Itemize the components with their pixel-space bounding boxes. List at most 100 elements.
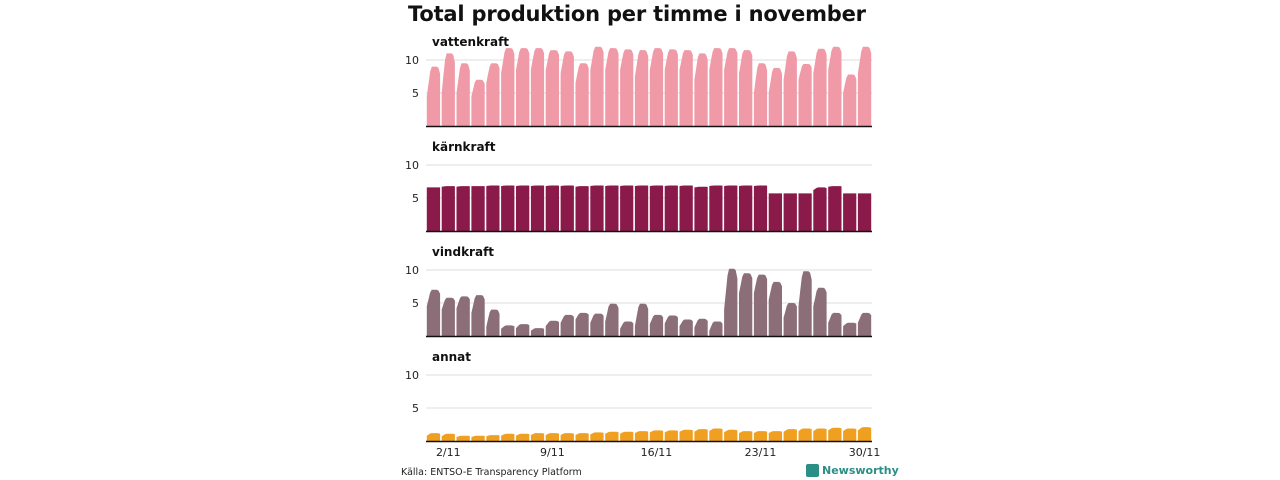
y-tick-label: 5 bbox=[412, 402, 419, 415]
vindkraft-day-27-area bbox=[813, 287, 827, 336]
chart-panels: 5 10 vattenkraft 5 10 kärnkraft 5 10 vindkraft 5 1… bbox=[405, 35, 872, 443]
vindkraft-day-14-area bbox=[620, 321, 634, 336]
kärnkraft-day-10-area bbox=[560, 185, 574, 231]
vattenkraft-day-17-area bbox=[664, 49, 678, 126]
annat-day-12-area bbox=[590, 432, 604, 441]
vattenkraft-day-26-area bbox=[798, 64, 812, 126]
panel-vattenkraft: 5 10 vattenkraft bbox=[405, 35, 872, 128]
vindkraft-day-22-area bbox=[739, 273, 753, 336]
vattenkraft-day-20-area bbox=[709, 48, 723, 126]
kärnkraft-day-11-area bbox=[575, 186, 589, 231]
annat-day-1-area bbox=[426, 433, 441, 441]
vindkraft-day-25-area bbox=[783, 303, 797, 336]
vattenkraft-day-6-area bbox=[501, 48, 515, 126]
annat-day-25-area bbox=[783, 429, 797, 441]
kärnkraft-day-4-area bbox=[471, 186, 485, 231]
panel-kärnkraft: 5 10 kärnkraft bbox=[405, 140, 872, 233]
vindkraft-day-6-area bbox=[501, 325, 515, 336]
vindkraft-day-10-area bbox=[560, 314, 574, 336]
annat-day-7-area bbox=[516, 433, 530, 441]
brand[interactable]: Newsworthy bbox=[806, 464, 899, 477]
annat-day-8-area bbox=[530, 433, 545, 441]
vindkraft-day-12-area bbox=[590, 313, 604, 336]
vattenkraft-day-13-area bbox=[605, 48, 619, 126]
panel-label-kärnkraft: kärnkraft bbox=[432, 140, 496, 154]
annat-day-24-area bbox=[768, 431, 782, 441]
vindkraft-day-30-area bbox=[857, 312, 872, 336]
annat-day-22-area bbox=[739, 431, 753, 441]
kärnkraft-day-8-area bbox=[530, 185, 545, 231]
vindkraft-day-1-area bbox=[426, 289, 441, 336]
vindkraft-day-17-area bbox=[664, 315, 678, 336]
vindkraft-day-4-area bbox=[471, 295, 485, 336]
annat-day-21-area bbox=[724, 429, 738, 441]
kärnkraft-day-16-area bbox=[649, 185, 664, 231]
annat-day-9-area bbox=[545, 433, 559, 441]
vattenkraft-day-1-area bbox=[426, 66, 441, 126]
kärnkraft-day-25-area bbox=[783, 193, 797, 231]
annat-day-10-area bbox=[560, 433, 574, 441]
vattenkraft-day-29-area bbox=[843, 74, 857, 126]
annat-day-28-area bbox=[828, 427, 842, 441]
annat-day-13-area bbox=[605, 431, 619, 441]
annat-day-26-area bbox=[798, 428, 812, 441]
vattenkraft-day-30-area bbox=[857, 46, 872, 126]
vindkraft-day-20-area bbox=[709, 321, 723, 336]
vattenkraft-day-22-area bbox=[739, 50, 753, 126]
kärnkraft-day-14-area bbox=[620, 185, 634, 231]
vattenkraft-day-3-area bbox=[456, 63, 470, 126]
vattenkraft-day-24-area bbox=[768, 67, 782, 126]
vindkraft-day-11-area bbox=[575, 312, 589, 336]
vattenkraft-day-14-area bbox=[620, 49, 634, 126]
vindkraft-day-15-area bbox=[634, 303, 649, 336]
annat-day-30-area bbox=[857, 427, 872, 441]
annat-day-23-area bbox=[753, 431, 768, 441]
annat-day-19-area bbox=[694, 429, 708, 441]
vindkraft-day-7-area bbox=[516, 324, 530, 336]
kärnkraft-day-29-area bbox=[843, 193, 857, 231]
y-tick-label: 10 bbox=[405, 54, 419, 67]
annat-day-20-area bbox=[709, 428, 723, 441]
chart-title: Total produktion per timme i november bbox=[408, 2, 866, 26]
kärnkraft-day-5-area bbox=[486, 185, 500, 231]
vattenkraft-day-7-area bbox=[516, 48, 530, 126]
vattenkraft-day-9-area bbox=[545, 50, 559, 126]
vattenkraft-day-2-area bbox=[441, 53, 455, 126]
x-tick-label: 9/11 bbox=[540, 446, 565, 459]
kärnkraft-day-6-area bbox=[501, 185, 515, 231]
vattenkraft-day-28-area bbox=[828, 46, 842, 126]
y-tick-label: 10 bbox=[405, 369, 419, 382]
vattenkraft-day-4-area bbox=[471, 79, 485, 126]
newsworthy-logo-icon bbox=[806, 464, 819, 477]
annat-day-2-area bbox=[441, 433, 455, 441]
kärnkraft-day-19-area bbox=[694, 186, 708, 231]
vindkraft-day-18-area bbox=[679, 319, 693, 336]
vattenkraft-day-18-area bbox=[679, 50, 693, 126]
kärnkraft-day-2-area bbox=[441, 186, 455, 231]
vattenkraft-day-23-area bbox=[753, 63, 768, 126]
panel-label-vindkraft: vindkraft bbox=[432, 245, 494, 259]
vindkraft-day-19-area bbox=[694, 318, 708, 336]
vattenkraft-day-11-area bbox=[575, 63, 589, 126]
panel-annat: 5 10 annat bbox=[405, 350, 872, 443]
panel-label-annat: annat bbox=[432, 350, 471, 364]
vindkraft-day-21-area bbox=[724, 268, 738, 336]
kärnkraft-day-20-area bbox=[709, 185, 723, 231]
kärnkraft-day-22-area bbox=[739, 185, 753, 231]
vattenkraft-day-10-area bbox=[560, 51, 574, 126]
vattenkraft-day-12-area bbox=[590, 46, 604, 126]
kärnkraft-day-27-area bbox=[813, 187, 827, 231]
kärnkraft-day-12-area bbox=[590, 185, 604, 231]
source-note: Källa: ENTSO-E Transparency Platform bbox=[401, 467, 582, 478]
kärnkraft-day-18-area bbox=[679, 185, 693, 231]
vindkraft-day-3-area bbox=[456, 296, 470, 336]
y-tick-label: 5 bbox=[412, 87, 419, 100]
kärnkraft-day-24-area bbox=[768, 193, 782, 231]
y-tick-label: 10 bbox=[405, 159, 419, 172]
vindkraft-day-16-area bbox=[649, 314, 664, 336]
vattenkraft-day-21-area bbox=[724, 48, 738, 126]
annat-day-5-area bbox=[486, 435, 500, 441]
y-tick-label: 5 bbox=[412, 297, 419, 310]
kärnkraft-day-13-area bbox=[605, 185, 619, 231]
